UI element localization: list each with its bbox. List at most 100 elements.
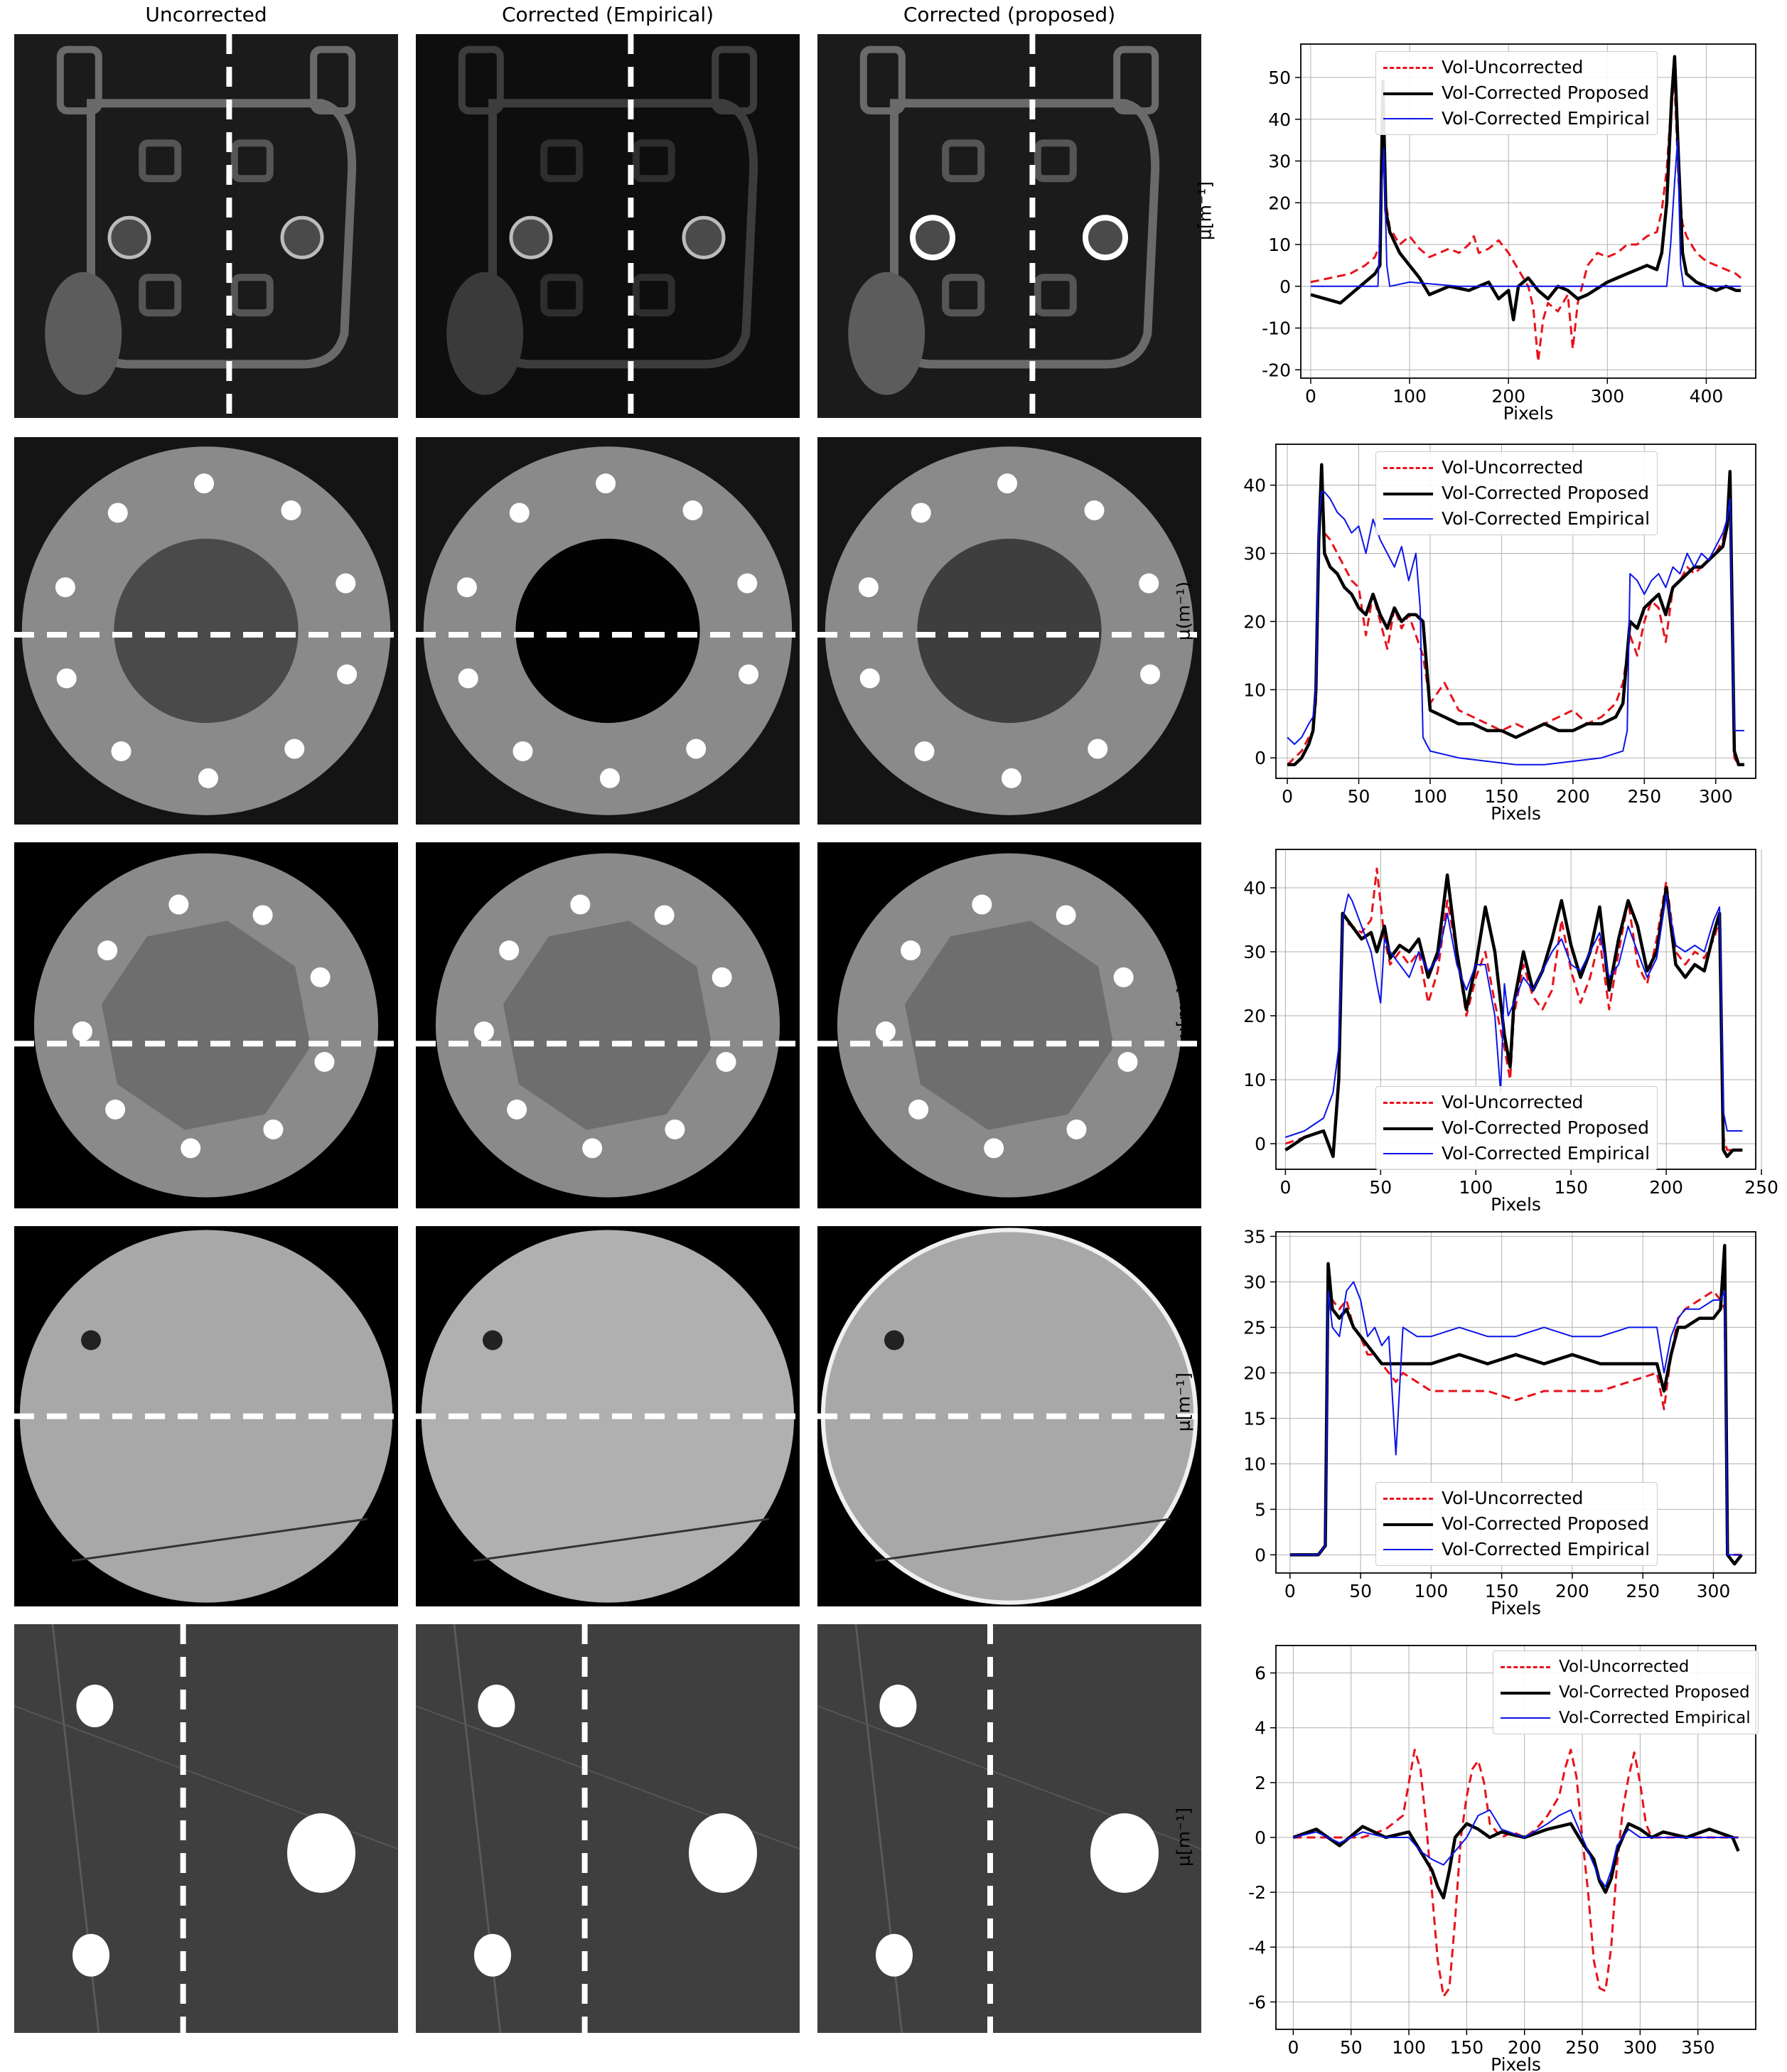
- recon-image-housing-uncorrected: [14, 34, 398, 418]
- legend-label: Vol-Corrected Proposed: [1442, 1117, 1649, 1138]
- recon-image-housing-proposed: [817, 34, 1201, 418]
- series-line-uncorrected: [1293, 1749, 1739, 1998]
- profile-plot-4: 0 50 100 150 200 250 300 0 5 10 15 20 25 30 35 Pixels: [1243, 1226, 1756, 1619]
- x-tick-label: 200: [1556, 786, 1590, 807]
- x-tick-label: 200: [1555, 1581, 1589, 1601]
- series-line-empirical: [1310, 139, 1742, 287]
- legend-4: Vol-Uncorrected Vol-Corrected Proposed Vol…: [1375, 1482, 1658, 1566]
- legend-swatch: [1383, 80, 1433, 106]
- y-tick-label: 0: [1255, 1827, 1266, 1848]
- legend-entry-empirical: Vol-Corrected Empirical: [1501, 1705, 1751, 1731]
- x-tick-label: 0: [1284, 1581, 1296, 1601]
- x-axis-label: Pixels: [1491, 1598, 1541, 1619]
- recon-image-concrete-core-empirical: [416, 1226, 800, 1606]
- recon-image-ring-pins-uncorrected: [14, 437, 398, 825]
- y-tick-label: 5: [1255, 1499, 1266, 1520]
- x-tick-label: 150: [1450, 2037, 1484, 2058]
- profile-plot-2: 0 50 100 150 200 250 300 0 10 20 30 40 Pixels: [1243, 444, 1756, 824]
- y-axis-label: μ[m⁻¹]: [1173, 979, 1194, 1038]
- legend-entry-proposed: Vol-Corrected Proposed: [1383, 481, 1650, 506]
- legend-5: Vol-Uncorrected Vol-Corrected Proposed Vol…: [1493, 1650, 1759, 1734]
- legend-label: Vol-Corrected Empirical: [1442, 1539, 1651, 1560]
- x-tick-label: 100: [1413, 786, 1447, 807]
- y-tick-label: -2: [1248, 1882, 1266, 1903]
- series-line-empirical: [1293, 1809, 1739, 1888]
- plot-frame: [1275, 444, 1756, 779]
- recon-image-three-discs-proposed: [817, 1624, 1201, 2033]
- x-tick-label: 250: [1626, 1581, 1660, 1601]
- legend-label: Vol-Corrected Empirical: [1559, 1709, 1751, 1727]
- x-tick-label: 0: [1282, 786, 1293, 807]
- legend-swatch: [1383, 506, 1433, 532]
- legend-swatch: [1383, 55, 1433, 80]
- x-tick-label: 50: [1348, 786, 1370, 807]
- x-tick-label: 300: [1590, 386, 1624, 407]
- x-tick-label: 150: [1485, 786, 1519, 807]
- y-tick-label: 30: [1243, 543, 1266, 564]
- legend-entry-uncorrected: Vol-Uncorrected: [1383, 1486, 1650, 1511]
- x-tick-label: 50: [1340, 2037, 1363, 2058]
- series-line-uncorrected: [1287, 463, 1744, 766]
- x-tick-label: 150: [1554, 1177, 1588, 1198]
- recon-image-concrete-core-proposed: [817, 1226, 1201, 1606]
- x-tick-label: 0: [1305, 386, 1316, 407]
- y-tick-label: -4: [1248, 1937, 1266, 1958]
- x-tick-label: 50: [1349, 1581, 1372, 1601]
- recon-image-housing-empirical: [416, 34, 800, 418]
- legend-entry-uncorrected: Vol-Uncorrected: [1383, 455, 1650, 481]
- x-tick-label: 250: [1565, 2037, 1599, 2058]
- column-header-corrected-empirical: Corrected (Empirical): [501, 3, 714, 26]
- legend-swatch: [1383, 106, 1433, 131]
- y-tick-label: 10: [1268, 235, 1291, 255]
- recon-image-concrete-core-uncorrected: [14, 1226, 398, 1606]
- x-axis-label: Pixels: [1491, 803, 1541, 824]
- legend-swatch: [1383, 1090, 1433, 1115]
- y-tick-label: 0: [1255, 748, 1266, 768]
- x-tick-label: 100: [1392, 386, 1427, 407]
- series-line-proposed: [1287, 463, 1744, 767]
- y-axis-label: μ[m⁻¹]: [1173, 1808, 1194, 1867]
- x-tick-label: 300: [1623, 2037, 1657, 2058]
- series-line-empirical: [1289, 1281, 1742, 1556]
- legend-label: Vol-Corrected Empirical: [1442, 1143, 1651, 1164]
- y-tick-label: 0: [1255, 1545, 1266, 1565]
- legend-swatch: [1501, 1680, 1550, 1705]
- y-tick-label: 6: [1255, 1663, 1266, 1684]
- y-tick-label: 30: [1243, 1272, 1266, 1292]
- legend-entry-uncorrected: Vol-Uncorrected: [1383, 1090, 1650, 1115]
- legend-swatch: [1383, 1537, 1433, 1562]
- x-tick-label: 100: [1415, 1581, 1449, 1601]
- legend-swatch: [1501, 1705, 1550, 1731]
- recon-image-three-discs-uncorrected: [14, 1624, 398, 2033]
- y-tick-label: -20: [1262, 360, 1291, 380]
- series-line-empirical: [1287, 491, 1744, 766]
- recon-image-pin-circle-proposed: [817, 842, 1201, 1208]
- legend-3: Vol-Uncorrected Vol-Corrected Proposed Vol…: [1375, 1086, 1658, 1170]
- legend-label: Vol-Uncorrected: [1442, 1488, 1584, 1508]
- y-tick-label: 10: [1243, 680, 1266, 700]
- series-line-empirical: [1285, 893, 1743, 1138]
- recon-image-pin-circle-uncorrected: [14, 842, 398, 1208]
- plot-frame: [1275, 1231, 1756, 1574]
- y-tick-label: -6: [1248, 1992, 1266, 2012]
- legend-entry-empirical: Vol-Corrected Empirical: [1383, 1537, 1650, 1562]
- y-axis-label: μ[m⁻¹]: [1194, 181, 1216, 240]
- legend-1: Vol-Uncorrected Vol-Corrected Proposed Vol…: [1375, 51, 1658, 135]
- series-line-proposed: [1289, 1243, 1743, 1566]
- plot-frame: [1300, 43, 1756, 379]
- x-axis-label: Pixels: [1491, 1194, 1541, 1215]
- legend-entry-proposed: Vol-Corrected Proposed: [1383, 80, 1650, 106]
- legend-label: Vol-Corrected Proposed: [1559, 1683, 1750, 1702]
- y-axis-label: μ[m⁻¹]: [1173, 1373, 1194, 1432]
- legend-swatch: [1501, 1654, 1550, 1680]
- y-tick-label: 50: [1268, 68, 1291, 88]
- profile-plot-5: 0 50 100 150 200 250 300 350 -6 -4 -2 0 2 4 6 Pixels: [1248, 1645, 1756, 2072]
- legend-label: Vol-Corrected Proposed: [1442, 483, 1649, 503]
- y-tick-label: 40: [1243, 878, 1266, 898]
- y-tick-label: 25: [1243, 1317, 1266, 1338]
- y-tick-label: 20: [1268, 193, 1291, 213]
- y-tick-label: 0: [1255, 1134, 1266, 1154]
- legend-entry-empirical: Vol-Corrected Empirical: [1383, 106, 1650, 131]
- legend-entry-empirical: Vol-Corrected Empirical: [1383, 1141, 1650, 1166]
- x-tick-label: 400: [1690, 386, 1724, 407]
